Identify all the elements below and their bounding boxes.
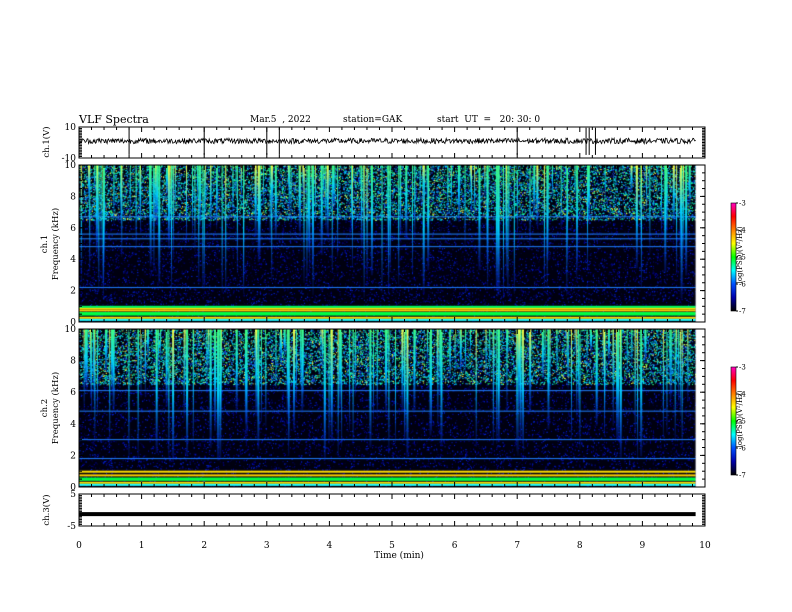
- ch3-y-tick-label: -5: [67, 522, 76, 532]
- ch1-freq-tick-label: 0: [70, 318, 76, 328]
- x-tick-label: 9: [640, 541, 646, 551]
- header-date: Mar.5 , 2022: [250, 115, 311, 125]
- ch1-freq-tick-label: 10: [65, 161, 77, 171]
- ch1-y-tick-label: 10: [65, 123, 77, 133]
- x-tick-label: 0: [76, 541, 82, 551]
- colorbar-tick-label: -3: [739, 364, 746, 372]
- colorbar-tick-label: -3: [739, 200, 746, 208]
- colorbar-tick-label: -4: [739, 391, 746, 399]
- ch1-waveform-line: [78, 136, 696, 145]
- colorbar-ch2: [730, 366, 737, 476]
- colorbar-ch1: [730, 202, 737, 312]
- colorbar-tick-label: -7: [739, 472, 746, 480]
- ch1-freq-tick-label: 4: [70, 255, 76, 265]
- ch1-y-tick-label: -10: [62, 154, 77, 164]
- x-tick-label: 8: [577, 541, 583, 551]
- colorbar-tick-label: -5: [739, 418, 746, 426]
- x-tick-label: 1: [139, 541, 145, 551]
- colorbar-tick-label: -4: [739, 227, 746, 235]
- x-tick-label: 10: [699, 541, 711, 551]
- colorbar-tick-label: -6: [739, 281, 746, 289]
- x-tick-label: 7: [514, 541, 520, 551]
- colorbar-tick-label: -5: [739, 254, 746, 262]
- x-tick-label: 3: [264, 541, 270, 551]
- ch3-y-tick-label: 5: [70, 490, 76, 500]
- ch2-freq-tick-label: 8: [70, 357, 76, 367]
- header-start-time: start UT = 20: 30: 0: [437, 115, 541, 125]
- header-station: station=GAK: [343, 115, 403, 125]
- ch1-freq-tick-label: 6: [70, 224, 76, 234]
- colorbar-tick-label: -6: [739, 445, 746, 453]
- x-tick-label: 6: [452, 541, 458, 551]
- colorbar-tick-label: -7: [739, 308, 746, 316]
- spectrogram-ch2: [79, 329, 705, 487]
- ch2-freq-tick-label: 6: [70, 388, 76, 398]
- ch1-freq-tick-label: 2: [70, 287, 76, 297]
- header-title: VLF Spectra: [79, 113, 149, 126]
- ch1-freq-tick-label: 8: [70, 192, 76, 202]
- x-tick-label: 2: [201, 541, 207, 551]
- ch2-freq-tick-label: 4: [70, 420, 76, 430]
- ch2-freq-tick-label: 2: [70, 451, 76, 461]
- x-axis-label: Time (min): [374, 550, 424, 561]
- ch2-freq-tick-label: 0: [70, 483, 76, 493]
- x-tick-label: 4: [327, 541, 333, 551]
- spectrogram-ch1: [79, 165, 705, 322]
- ch2-freq-tick-label: 10: [65, 325, 77, 335]
- x-tick-label: 5: [389, 541, 395, 551]
